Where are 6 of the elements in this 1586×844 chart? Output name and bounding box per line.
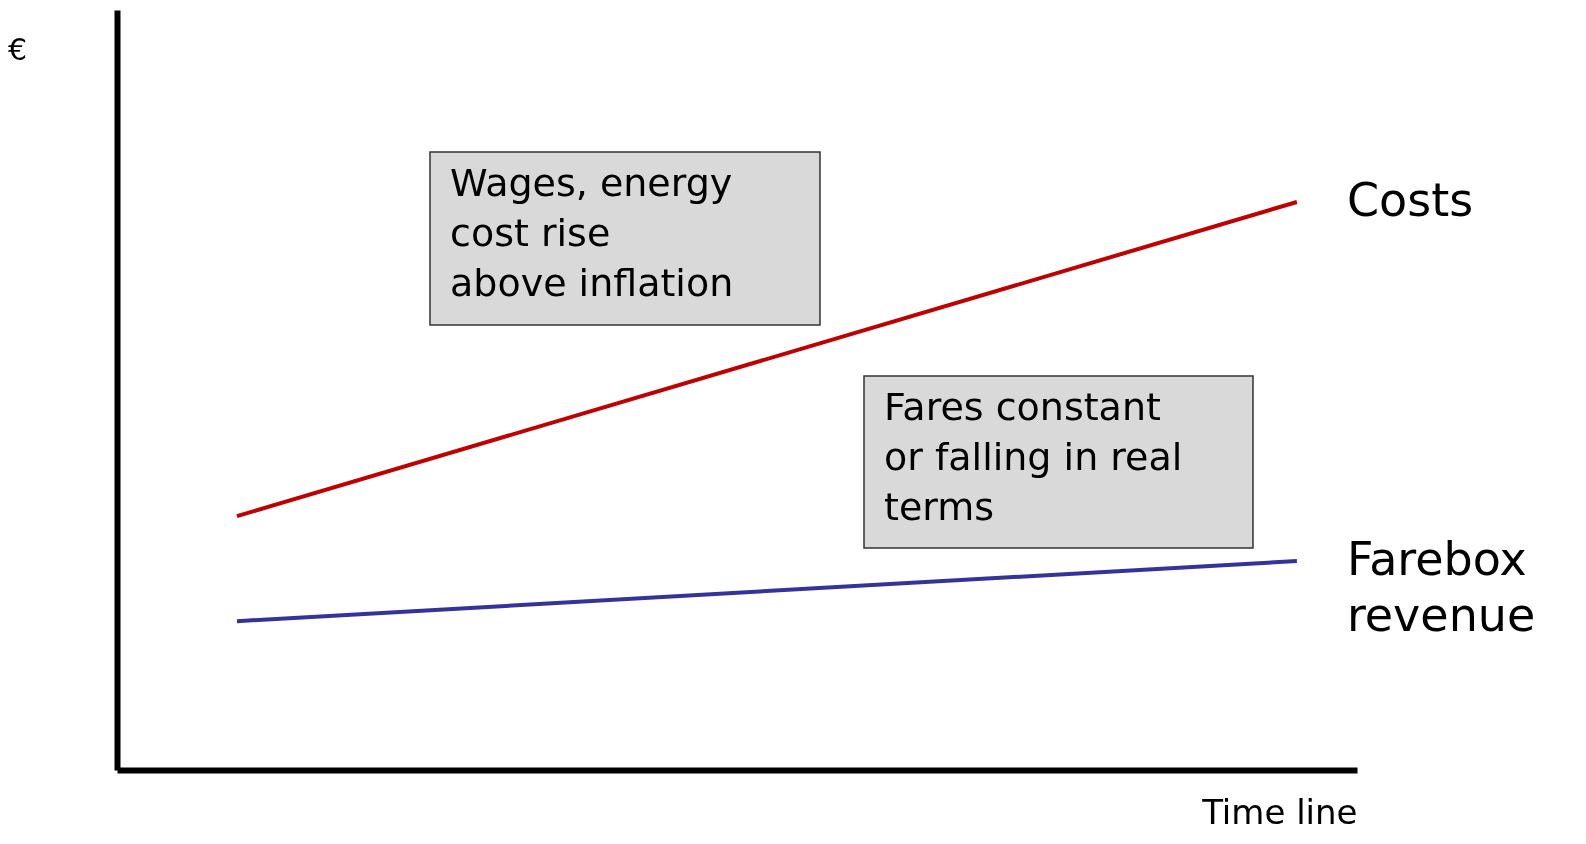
series-label: Costs	[1346, 172, 1474, 227]
y-axis-title: €	[7, 31, 28, 67]
x-axis-title: Time line	[1201, 791, 1358, 832]
series-label: Farebox revenue	[1346, 531, 1536, 642]
annotation: Fares constant or falling in real terms	[884, 385, 1183, 529]
annotation: Wages, energy cost rise above inflation	[450, 161, 734, 305]
